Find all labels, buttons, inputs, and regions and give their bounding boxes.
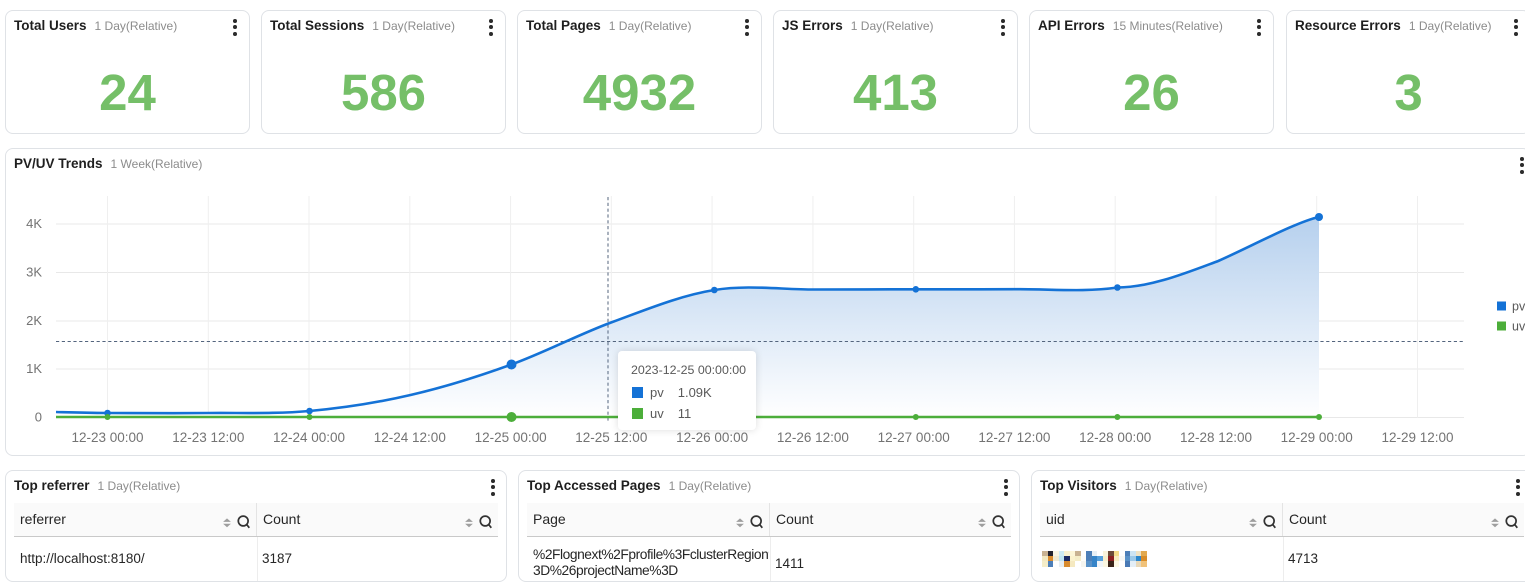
svg-text:2K: 2K <box>26 313 42 328</box>
svg-text:12-29 00:00: 12-29 00:00 <box>1281 430 1353 445</box>
svg-text:uv: uv <box>1512 320 1525 334</box>
svg-text:12-28 00:00: 12-28 00:00 <box>1079 430 1151 445</box>
svg-text:3K: 3K <box>26 265 42 280</box>
svg-text:12-23 12:00: 12-23 12:00 <box>172 430 244 445</box>
svg-text:12-29 12:00: 12-29 12:00 <box>1381 430 1453 445</box>
svg-text:0: 0 <box>35 410 42 425</box>
svg-text:12-26 00:00: 12-26 00:00 <box>676 430 748 445</box>
svg-text:12-27 00:00: 12-27 00:00 <box>878 430 950 445</box>
svg-text:pv: pv <box>1512 300 1525 314</box>
svg-text:12-25 12:00: 12-25 12:00 <box>575 430 647 445</box>
svg-text:4K: 4K <box>26 216 42 231</box>
svg-text:12-26 12:00: 12-26 12:00 <box>777 430 849 445</box>
svg-text:12-28 12:00: 12-28 12:00 <box>1180 430 1252 445</box>
svg-text:12-24 12:00: 12-24 12:00 <box>374 430 446 445</box>
svg-text:1K: 1K <box>26 361 42 376</box>
svg-text:12-24 00:00: 12-24 00:00 <box>273 430 345 445</box>
svg-text:12-23 00:00: 12-23 00:00 <box>71 430 143 445</box>
svg-text:12-25 00:00: 12-25 00:00 <box>475 430 547 445</box>
svg-text:12-27 12:00: 12-27 12:00 <box>978 430 1050 445</box>
